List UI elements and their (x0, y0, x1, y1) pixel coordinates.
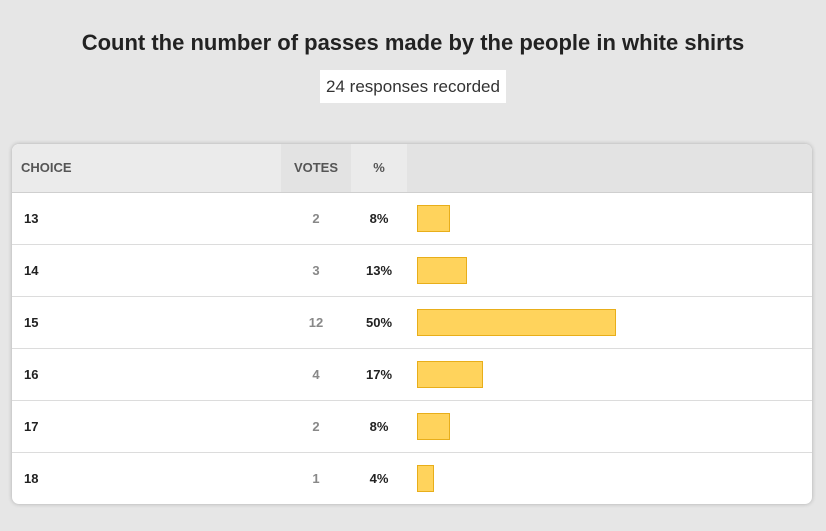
table-row: 17 2 8% (12, 401, 812, 453)
row-choice: 15 (24, 315, 39, 330)
row-bar (417, 361, 483, 388)
row-votes: 2 (312, 419, 320, 434)
row-bar (417, 465, 434, 492)
row-votes: 2 (312, 211, 320, 226)
row-percent: 8% (369, 419, 389, 434)
responses-wrap: 24 responses recorded (0, 70, 826, 103)
table-header: CHOICE VOTES % (12, 144, 812, 193)
row-percent: 50% (365, 315, 393, 330)
row-votes: 12 (308, 315, 324, 330)
row-percent: 13% (365, 263, 393, 278)
responses-count: 24 responses recorded (320, 70, 506, 103)
table-row: 13 2 8% (12, 193, 812, 245)
row-choice: 14 (24, 263, 39, 278)
row-percent: 8% (369, 211, 389, 226)
row-votes: 4 (312, 367, 320, 382)
table-row: 18 1 4% (12, 453, 812, 504)
header-bar (407, 144, 812, 192)
results-table: CHOICE VOTES % 13 2 8% 14 3 13% 15 12 50… (12, 144, 812, 504)
row-choice: 17 (24, 419, 39, 434)
row-bar (417, 205, 450, 232)
row-percent: 17% (365, 367, 393, 382)
header-percent: % (373, 160, 385, 175)
header-choice: CHOICE (21, 160, 72, 175)
row-bar (417, 309, 616, 336)
row-bar (417, 257, 467, 284)
row-choice: 13 (24, 211, 39, 226)
table-row: 14 3 13% (12, 245, 812, 297)
row-votes: 3 (312, 263, 320, 278)
table-row: 16 4 17% (12, 349, 812, 401)
row-votes: 1 (312, 471, 320, 486)
row-percent: 4% (369, 471, 389, 486)
row-bar (417, 413, 450, 440)
header-votes: VOTES (281, 144, 351, 192)
poll-title: Count the number of passes made by the p… (81, 30, 745, 55)
row-choice: 16 (24, 367, 39, 382)
table-row: 15 12 50% (12, 297, 812, 349)
row-choice: 18 (24, 471, 39, 486)
